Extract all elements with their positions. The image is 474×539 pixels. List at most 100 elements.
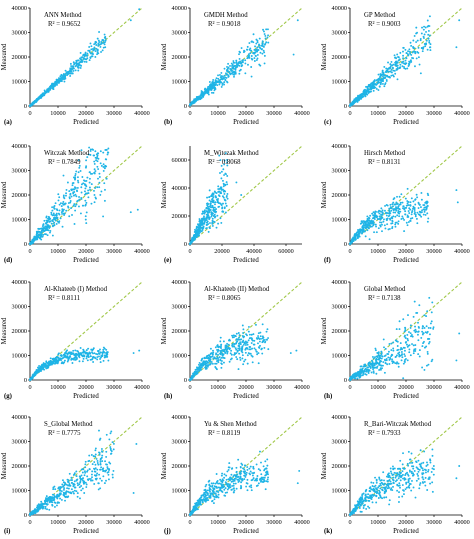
data-point [220, 85, 223, 88]
data-point [55, 80, 58, 83]
data-point [244, 342, 247, 344]
data-point [362, 90, 365, 93]
data-point [38, 234, 41, 237]
data-point [214, 215, 217, 218]
data-point [89, 148, 92, 151]
data-point [226, 470, 229, 473]
data-point [410, 44, 413, 47]
y-tick-label: 20000 [332, 192, 347, 199]
data-point [221, 82, 224, 85]
data-point [227, 339, 230, 342]
data-point [64, 76, 67, 79]
data-point [372, 220, 375, 223]
data-point [45, 364, 48, 367]
data-point [106, 151, 109, 154]
data-point [404, 210, 407, 213]
data-point [416, 222, 419, 225]
data-point [226, 345, 228, 348]
data-point [209, 86, 212, 89]
data-point [94, 150, 97, 153]
data-point [204, 87, 207, 90]
data-point [49, 231, 51, 234]
data-point [240, 194, 243, 196]
data-point [411, 343, 413, 345]
data-point [70, 351, 73, 354]
data-point [65, 483, 68, 486]
data-point [380, 350, 383, 353]
data-point [85, 349, 88, 352]
data-point [249, 465, 252, 468]
data-point [203, 221, 206, 224]
data-point [221, 179, 224, 182]
data-point [255, 38, 258, 41]
data-point [102, 346, 105, 349]
panel-label: (d) [4, 257, 12, 264]
data-point [94, 463, 97, 466]
data-point [376, 218, 379, 220]
data-point [389, 218, 392, 221]
data-point [257, 332, 260, 335]
x-tick-label: 0 [348, 384, 351, 391]
data-point [111, 473, 114, 476]
data-point [50, 213, 53, 216]
data-point [250, 342, 253, 344]
data-point [259, 335, 262, 338]
data-point [387, 356, 390, 359]
data-point [76, 349, 79, 352]
data-point [429, 43, 432, 46]
data-point [212, 349, 214, 352]
data-point [64, 69, 67, 72]
data-point [405, 206, 408, 209]
data-point [89, 150, 92, 152]
data-point [205, 355, 208, 358]
data-point [192, 100, 195, 103]
data-point [106, 353, 109, 356]
data-point [364, 95, 367, 98]
x-tick-label: 30000 [426, 110, 441, 117]
diagonal-line [189, 145, 303, 245]
data-point [426, 192, 429, 195]
data-point [250, 336, 252, 339]
data-point [382, 77, 385, 80]
data-point [381, 69, 384, 72]
data-point [248, 55, 251, 57]
data-point [417, 46, 420, 49]
data-point [394, 72, 397, 75]
data-point [208, 209, 211, 212]
data-point [415, 217, 418, 220]
data-point [87, 49, 90, 52]
data-point [217, 361, 220, 364]
data-point [422, 332, 425, 335]
data-point [263, 51, 266, 54]
data-point [201, 95, 204, 98]
data-point [206, 211, 209, 214]
data-point [69, 492, 72, 494]
data-point [74, 69, 77, 72]
data-point [230, 62, 233, 65]
data-point [195, 225, 198, 228]
data-point [413, 35, 416, 37]
data-point [385, 78, 388, 81]
data-point [388, 209, 391, 212]
data-point [256, 337, 259, 340]
data-point [373, 85, 376, 88]
data-point [95, 47, 98, 50]
data-point [219, 359, 222, 362]
data-point [394, 215, 397, 218]
data-point [88, 454, 91, 457]
data-point [63, 487, 66, 490]
data-point [72, 192, 75, 195]
data-point [358, 375, 360, 378]
x-tick-label: 40000 [454, 110, 469, 117]
data-point [238, 334, 241, 337]
data-point [59, 75, 62, 78]
data-point [88, 59, 91, 62]
data-point [254, 45, 256, 48]
data-point [80, 489, 83, 492]
data-point [219, 217, 222, 220]
data-point [224, 190, 227, 193]
data-point [405, 52, 408, 55]
data-point [84, 215, 87, 218]
data-point [100, 51, 102, 53]
diagonal-line [349, 145, 463, 245]
